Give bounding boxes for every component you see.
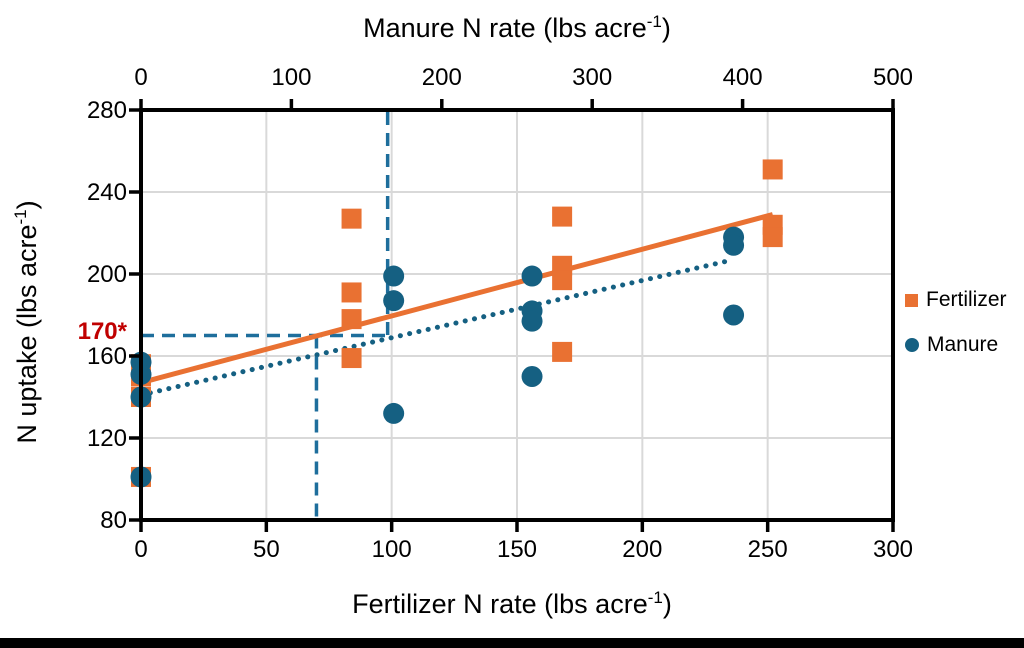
fertilizer-swatch-icon — [905, 293, 918, 307]
bottom-axis-tick-label: 150 — [497, 536, 537, 563]
bottom-axis-tick-label: 250 — [748, 536, 788, 563]
manure-point — [383, 402, 405, 424]
bottom-axis-title: Fertilizer N rate (lbs acre-1) — [352, 588, 672, 619]
top-axis-tick-label: 100 — [271, 64, 311, 91]
bottom-axis-tick-label: 50 — [253, 536, 280, 563]
manure-point — [383, 290, 405, 312]
top-axis-tick-label: 500 — [873, 64, 913, 91]
fertilizer-point — [341, 208, 362, 229]
manure-point — [521, 366, 543, 387]
fertilizer-point — [762, 159, 783, 180]
fertilizer-point — [552, 270, 573, 291]
top-axis-tick-label: 400 — [723, 64, 763, 91]
manure-point — [723, 304, 745, 326]
y-axis-tick-label: 240 — [87, 179, 127, 206]
legend-label-fertilizer: Fertilizer — [926, 288, 1007, 311]
fertilizer-point — [552, 206, 573, 227]
manure-swatch-icon — [905, 338, 919, 352]
top-axis-tick-label: 300 — [572, 64, 612, 91]
fertilizer-point — [552, 341, 573, 362]
bottom-axis-tick-label: 100 — [372, 536, 412, 563]
y-axis-tick-label: 200 — [87, 261, 127, 288]
fertilizer-point — [341, 348, 362, 369]
fertilizer-point — [341, 282, 362, 303]
bottom-axis-tick-label: 200 — [622, 536, 662, 563]
manure-point — [383, 265, 405, 287]
fertilizer-point — [762, 227, 783, 248]
y-axis-tick-label: 80 — [100, 507, 127, 534]
manure-point — [521, 310, 543, 332]
manure-point — [521, 265, 543, 287]
target-uptake-annotation: 170* — [77, 318, 127, 345]
legend-label-manure: Manure — [927, 333, 999, 356]
bottom-axis-tick-label: 0 — [134, 536, 147, 563]
manure-point — [723, 234, 745, 256]
y-axis-tick-label: 120 — [87, 425, 127, 452]
manure-trendline — [138, 257, 737, 398]
bottom-axis-tick-label: 300 — [873, 536, 913, 563]
top-axis-tick-label: 0 — [134, 64, 147, 91]
legend: Fertilizer Manure — [905, 288, 1007, 357]
y-axis-title: N uptake (lbs acre-1) — [11, 200, 42, 443]
y-axis-tick-label: 160 — [87, 343, 127, 370]
legend-item-fertilizer: Fertilizer — [905, 288, 1007, 312]
fertilizer-trendline — [140, 212, 774, 386]
y-axis-tick-label: 280 — [87, 97, 127, 124]
top-axis-title: Manure N rate (lbs acre-1) — [363, 12, 671, 43]
top-axis-tick-label: 200 — [422, 64, 462, 91]
fertilizer-point — [341, 309, 362, 330]
legend-item-manure: Manure — [905, 333, 1007, 357]
bottom-border-bar — [0, 638, 1024, 648]
